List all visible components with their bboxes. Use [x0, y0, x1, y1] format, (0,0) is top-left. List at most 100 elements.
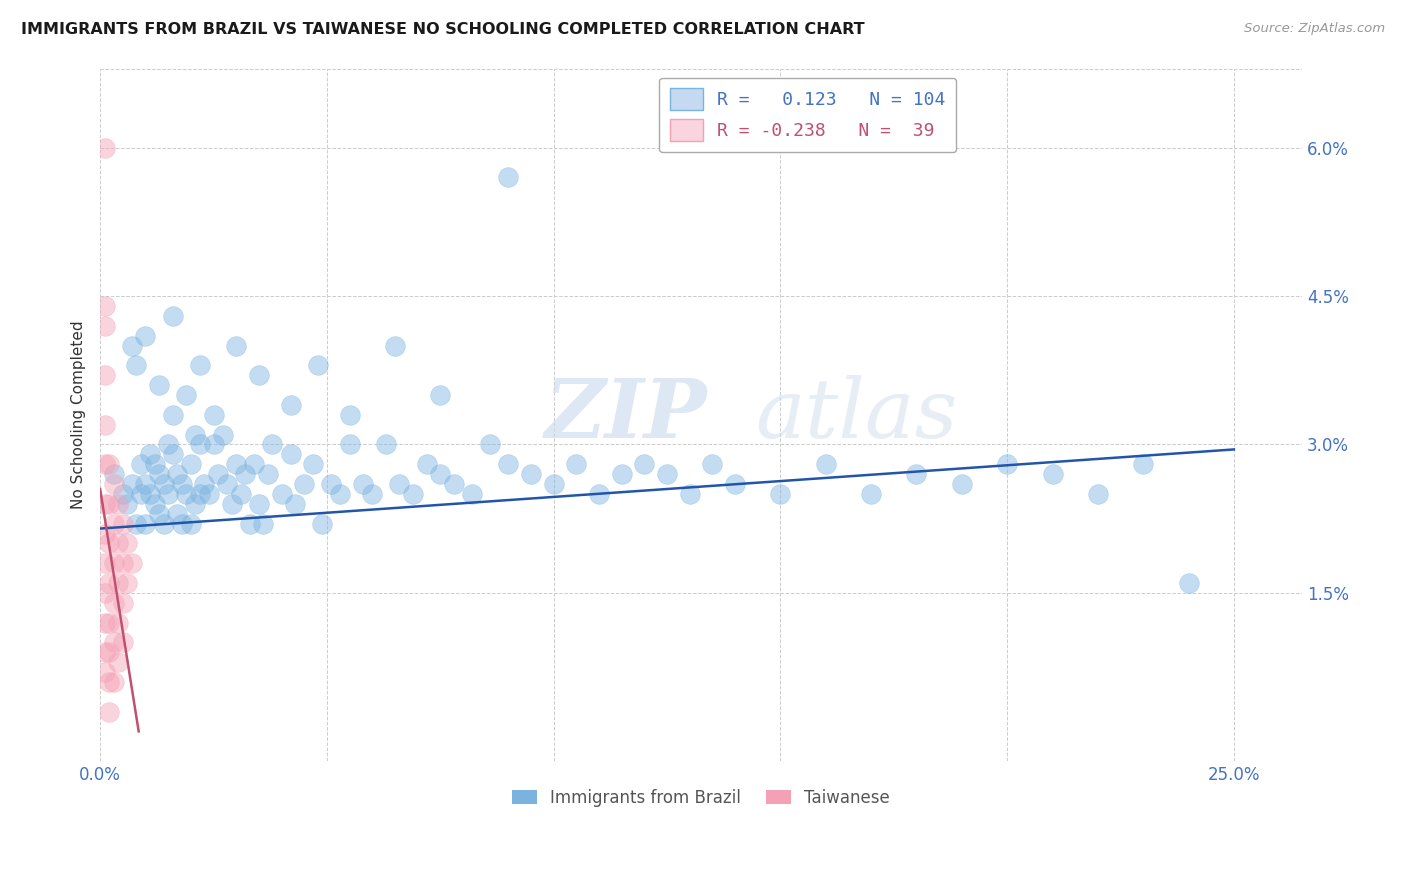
Point — [98, 497, 121, 511]
Point — [860, 487, 883, 501]
Point — [98, 645, 121, 659]
Point — [134, 328, 156, 343]
Point — [134, 477, 156, 491]
Point — [415, 457, 437, 471]
Point — [93, 497, 115, 511]
Point — [111, 516, 134, 531]
Point — [103, 467, 125, 482]
Point — [188, 437, 211, 451]
Point — [166, 507, 188, 521]
Point — [724, 477, 747, 491]
Point — [543, 477, 565, 491]
Text: Source: ZipAtlas.com: Source: ZipAtlas.com — [1244, 22, 1385, 36]
Point — [252, 516, 274, 531]
Point — [93, 141, 115, 155]
Point — [166, 467, 188, 482]
Point — [233, 467, 256, 482]
Point — [93, 556, 115, 570]
Point — [111, 635, 134, 649]
Point — [225, 457, 247, 471]
Point — [461, 487, 484, 501]
Point — [243, 457, 266, 471]
Point — [384, 338, 406, 352]
Text: atlas: atlas — [755, 375, 957, 455]
Point — [93, 526, 115, 541]
Point — [98, 576, 121, 591]
Point — [239, 516, 262, 531]
Point — [321, 477, 343, 491]
Point — [93, 615, 115, 630]
Point — [180, 457, 202, 471]
Point — [98, 615, 121, 630]
Point — [111, 556, 134, 570]
Point — [284, 497, 307, 511]
Point — [352, 477, 374, 491]
Point — [129, 457, 152, 471]
Point — [139, 487, 162, 501]
Point — [769, 487, 792, 501]
Point — [134, 516, 156, 531]
Point — [98, 536, 121, 550]
Point — [103, 635, 125, 649]
Point — [157, 437, 180, 451]
Point — [198, 487, 221, 501]
Point — [429, 467, 451, 482]
Point — [107, 536, 129, 550]
Point — [702, 457, 724, 471]
Point — [111, 596, 134, 610]
Point — [125, 359, 148, 373]
Point — [176, 388, 198, 402]
Point — [1087, 487, 1109, 501]
Point — [329, 487, 352, 501]
Legend: Immigrants from Brazil, Taiwanese: Immigrants from Brazil, Taiwanese — [503, 780, 898, 815]
Point — [103, 477, 125, 491]
Point — [361, 487, 384, 501]
Point — [93, 299, 115, 313]
Point — [221, 497, 243, 511]
Point — [125, 516, 148, 531]
Point — [339, 408, 361, 422]
Point — [565, 457, 588, 471]
Point — [170, 477, 193, 491]
Point — [280, 398, 302, 412]
Point — [121, 338, 143, 352]
Point — [121, 477, 143, 491]
Y-axis label: No Schooling Completed: No Schooling Completed — [72, 320, 86, 509]
Point — [498, 457, 520, 471]
Point — [339, 437, 361, 451]
Point — [1177, 576, 1199, 591]
Point — [103, 674, 125, 689]
Point — [107, 615, 129, 630]
Point — [202, 437, 225, 451]
Point — [280, 447, 302, 461]
Point — [202, 408, 225, 422]
Point — [679, 487, 702, 501]
Point — [98, 705, 121, 719]
Point — [388, 477, 411, 491]
Point — [814, 457, 837, 471]
Point — [98, 674, 121, 689]
Point — [257, 467, 280, 482]
Point — [107, 497, 129, 511]
Point — [307, 359, 329, 373]
Point — [374, 437, 396, 451]
Point — [262, 437, 284, 451]
Point — [402, 487, 425, 501]
Point — [148, 467, 170, 482]
Point — [103, 516, 125, 531]
Text: ZIP: ZIP — [544, 375, 707, 455]
Point — [180, 516, 202, 531]
Point — [157, 487, 180, 501]
Point — [311, 516, 333, 531]
Point — [148, 507, 170, 521]
Point — [148, 378, 170, 392]
Point — [211, 427, 233, 442]
Point — [1132, 457, 1154, 471]
Point — [107, 655, 129, 669]
Point — [152, 477, 174, 491]
Point — [184, 497, 207, 511]
Point — [152, 516, 174, 531]
Point — [193, 477, 215, 491]
Point — [207, 467, 229, 482]
Point — [176, 487, 198, 501]
